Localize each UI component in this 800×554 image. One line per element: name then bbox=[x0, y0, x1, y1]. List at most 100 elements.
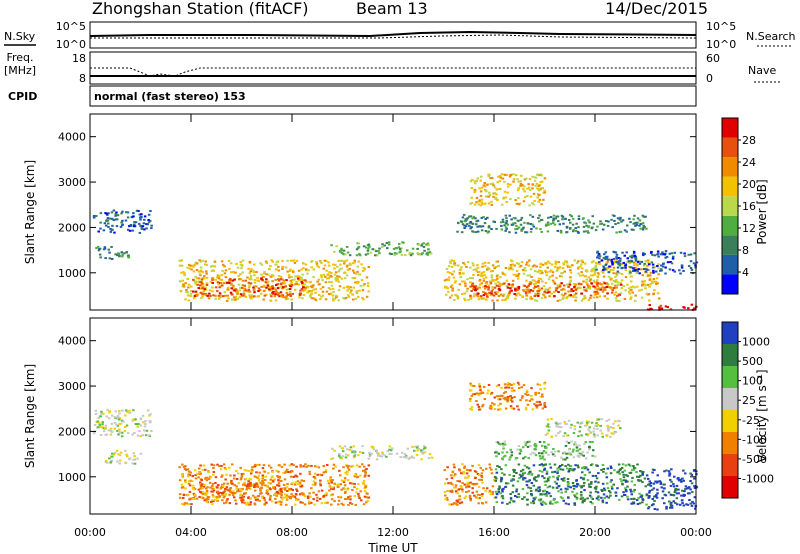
power-cell bbox=[253, 285, 256, 288]
velocity-cell bbox=[294, 474, 297, 477]
velocity-region bbox=[469, 381, 547, 411]
velocity-cell bbox=[523, 471, 526, 474]
power-cell bbox=[628, 262, 631, 265]
power-cell bbox=[689, 260, 693, 263]
velocity-cell bbox=[661, 497, 664, 500]
power-cell bbox=[461, 216, 465, 219]
power-cell bbox=[557, 220, 560, 223]
power-cell bbox=[298, 293, 302, 296]
power-cell bbox=[354, 272, 358, 275]
velocity-cell bbox=[473, 470, 477, 473]
power-cell bbox=[416, 247, 419, 250]
power-cell bbox=[301, 279, 304, 282]
velocity-cell bbox=[229, 490, 232, 493]
power-cell bbox=[228, 282, 231, 285]
power-cell bbox=[528, 291, 531, 294]
power-cell bbox=[499, 188, 502, 190]
power-cell bbox=[542, 293, 545, 296]
power-cell bbox=[214, 294, 217, 297]
power-cell bbox=[221, 263, 225, 266]
power-cell bbox=[290, 276, 293, 279]
power-cell bbox=[593, 273, 596, 276]
velocity-cell bbox=[271, 480, 275, 483]
power-cell bbox=[548, 270, 552, 273]
velocity-cell bbox=[363, 490, 367, 493]
power-cell bbox=[610, 260, 614, 263]
power-cell bbox=[550, 263, 554, 266]
power-cell bbox=[528, 204, 531, 207]
power-cell bbox=[558, 266, 562, 269]
velocity-cell bbox=[239, 466, 242, 469]
velocity-cell bbox=[572, 456, 576, 459]
velocity-cell bbox=[344, 484, 347, 487]
power-cell bbox=[261, 279, 264, 282]
power-cell bbox=[491, 299, 494, 302]
power-cell bbox=[353, 277, 357, 279]
velocity-cell bbox=[143, 425, 147, 428]
velocity-cell bbox=[149, 413, 152, 416]
velocity-cell bbox=[357, 483, 360, 486]
velocity-cell bbox=[507, 386, 511, 389]
velocity-cell bbox=[285, 503, 288, 506]
velocity-cell bbox=[581, 467, 584, 470]
power-cell bbox=[545, 274, 548, 277]
power-cell bbox=[593, 286, 597, 289]
power-cell bbox=[541, 187, 544, 190]
power-cell bbox=[211, 277, 215, 280]
power-cell bbox=[593, 269, 596, 272]
power-cell bbox=[132, 215, 135, 218]
velocity-cell bbox=[368, 453, 372, 456]
velocity-cell bbox=[489, 493, 493, 496]
power-cell bbox=[260, 285, 263, 288]
power-cell bbox=[284, 266, 288, 269]
velocity-cell bbox=[281, 498, 284, 501]
power-cell bbox=[583, 294, 586, 297]
power-cell bbox=[315, 262, 319, 265]
velocity-cell bbox=[693, 477, 696, 480]
velocity-cell bbox=[274, 501, 278, 504]
power-cell bbox=[274, 289, 278, 292]
power-cell bbox=[533, 270, 537, 272]
velocity-cell bbox=[117, 416, 120, 419]
power-cell bbox=[687, 307, 690, 310]
velocity-cell bbox=[693, 469, 696, 471]
power-cell bbox=[343, 277, 347, 280]
power-cell bbox=[360, 279, 364, 282]
velocity-cell bbox=[469, 481, 472, 484]
power-cell bbox=[565, 226, 569, 229]
velocity-cell bbox=[484, 501, 488, 504]
power-cell bbox=[546, 291, 550, 294]
velocity-cell bbox=[189, 471, 193, 474]
power-cell bbox=[306, 272, 309, 275]
velocity-cell bbox=[312, 491, 315, 494]
power-cell bbox=[552, 214, 556, 217]
power-cell bbox=[317, 278, 320, 281]
power-cell bbox=[265, 293, 268, 296]
velocity-cell bbox=[199, 483, 202, 486]
velocity-cell bbox=[648, 495, 651, 497]
velocity-cell bbox=[667, 491, 671, 494]
power-cell bbox=[501, 218, 505, 221]
velocity-cell bbox=[538, 441, 542, 443]
power-cell bbox=[200, 296, 203, 299]
velocity-cell bbox=[476, 473, 480, 475]
power-cell bbox=[147, 221, 151, 224]
power-cell bbox=[664, 266, 667, 269]
velocity-cell bbox=[561, 468, 565, 471]
velocity-cell bbox=[497, 398, 500, 401]
velocity-cell bbox=[608, 490, 611, 492]
velocity-cell bbox=[237, 472, 240, 475]
velocity-cell bbox=[529, 490, 533, 493]
power-cell bbox=[507, 283, 511, 286]
velocity-cell bbox=[609, 480, 612, 483]
velocity-cell bbox=[255, 485, 258, 488]
velocity-cell bbox=[510, 479, 513, 482]
velocity-cell bbox=[249, 497, 252, 500]
velocity-cell bbox=[249, 484, 253, 487]
power-cell bbox=[617, 222, 620, 225]
power-cell bbox=[243, 284, 247, 287]
velocity-cell bbox=[330, 498, 334, 501]
velocity-cell bbox=[588, 445, 591, 448]
velocity-cell bbox=[258, 463, 261, 466]
power-cell bbox=[143, 218, 146, 221]
